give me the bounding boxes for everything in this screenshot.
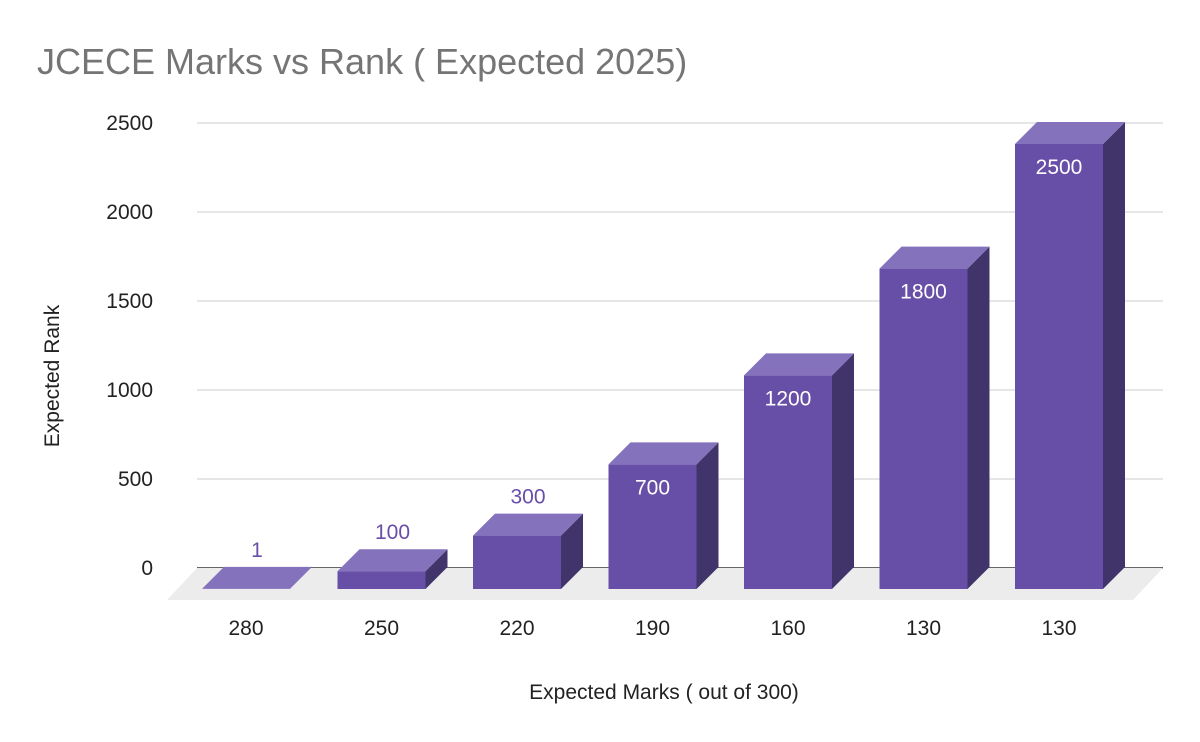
x-axis-ticks: 280 250 220 190 160 130 130 [228, 617, 1076, 640]
bar-front [879, 268, 968, 589]
bar-front [744, 375, 832, 589]
y-tick-label: 2000 [106, 201, 153, 224]
bar: 300 [473, 486, 583, 589]
bar-top [608, 442, 719, 465]
bar-side [425, 549, 448, 589]
x-tick-label: 280 [228, 617, 263, 640]
y-tick-label: 0 [141, 557, 153, 580]
x-tick-label: 190 [635, 617, 670, 640]
data-label: 1800 [900, 281, 947, 304]
y-tick-label: 1000 [106, 379, 153, 402]
bar: 1200 [744, 353, 854, 589]
bar: 100 [337, 521, 448, 589]
bar-front [1015, 144, 1103, 589]
bar-top [202, 566, 312, 589]
x-tick-label: 130 [1041, 617, 1076, 640]
x-tick-label: 160 [770, 617, 805, 640]
bars: 1 100 300 700 1200 1800 2500 [202, 122, 1125, 589]
bar-front [608, 464, 697, 589]
bar-front [337, 571, 426, 589]
x-tick-label: 250 [364, 617, 399, 640]
bar: 2500 [1015, 122, 1125, 589]
bar-top [1015, 122, 1125, 144]
bar-side [1103, 122, 1125, 589]
data-label: 1200 [765, 387, 812, 410]
x-tick-label: 220 [499, 617, 534, 640]
bar-top [337, 549, 448, 572]
bar-side [561, 513, 583, 589]
y-axis-label: Expected Rank [41, 304, 64, 447]
data-label: 300 [510, 486, 545, 509]
y-tick-label: 2500 [106, 112, 153, 135]
bar-side [696, 442, 719, 589]
y-tick-label: 500 [118, 468, 153, 491]
bar-front [473, 535, 561, 589]
bar-side [832, 353, 854, 589]
bar-side [967, 246, 990, 589]
bar: 1 [202, 539, 312, 589]
bar: 1800 [879, 246, 990, 589]
x-axis-label: Expected Marks ( out of 300) [529, 681, 799, 704]
bar-top [879, 246, 990, 269]
bar: 700 [608, 442, 719, 589]
bar-top [473, 513, 583, 536]
data-label: 1 [251, 539, 263, 562]
data-label: 100 [375, 521, 410, 544]
chart-title: JCECE Marks vs Rank ( Expected 2025) [37, 41, 687, 82]
x-tick-label: 130 [906, 617, 941, 640]
bar-top [744, 353, 854, 376]
data-label: 2500 [1036, 156, 1083, 179]
y-axis-ticks: 0 500 1000 1500 2000 2500 [106, 112, 153, 580]
data-label: 700 [635, 476, 670, 499]
y-tick-label: 1500 [106, 290, 153, 313]
